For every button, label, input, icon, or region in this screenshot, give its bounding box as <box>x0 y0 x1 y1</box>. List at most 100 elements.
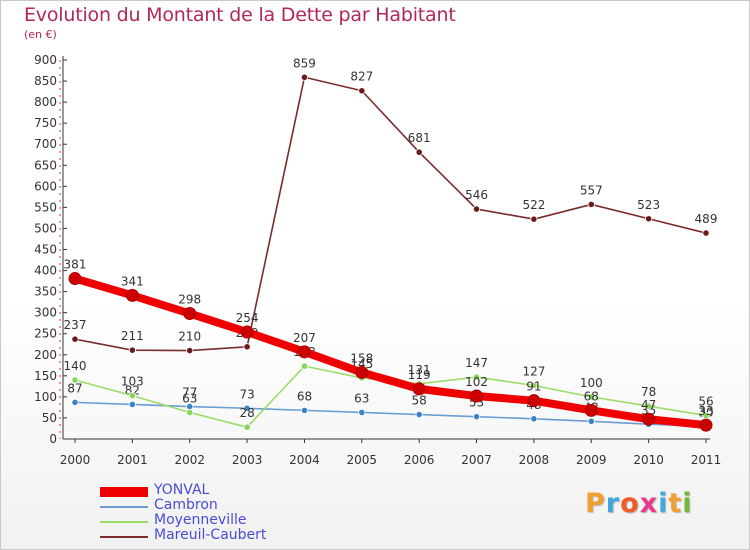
data-label-yonval-2011: 33 <box>698 404 713 418</box>
data-label-moyenneville-2007: 147 <box>465 356 488 370</box>
data-label-mareuil-caubert-2002: 210 <box>178 330 201 344</box>
data-label-mareuil-caubert-2010: 523 <box>637 198 660 212</box>
data-label-moyenneville-2011: 56 <box>698 394 713 408</box>
y-tick-label-0: 0 <box>49 432 57 446</box>
point-mareuil-caubert-2002 <box>186 346 194 355</box>
y-tick-label-200: 200 <box>34 348 57 362</box>
data-label-yonval-2001: 341 <box>121 274 144 288</box>
point-cambron-2004 <box>300 406 309 414</box>
data-label-mareuil-caubert-2009: 557 <box>580 183 603 197</box>
y-tick-label-500: 500 <box>34 221 57 235</box>
y-tick-label-50: 50 <box>42 411 57 425</box>
point-cambron-2008 <box>530 415 538 423</box>
data-label-yonval-2003: 254 <box>236 311 259 325</box>
x-tick-label-2007: 2007 <box>461 453 492 467</box>
data-label-cambron-2003: 73 <box>239 387 254 401</box>
point-yonval-2002 <box>183 307 197 321</box>
data-label-moyenneville-2006: 131 <box>408 363 431 377</box>
point-cambron-2006 <box>415 410 423 419</box>
point-mareuil-caubert-2006 <box>415 148 423 156</box>
point-mareuil-caubert-2003 <box>243 343 251 351</box>
point-moyenneville-2009 <box>587 393 595 401</box>
legend-item-cambron: Cambron <box>100 497 340 514</box>
logo-letter: t <box>668 488 683 519</box>
legend-swatch-mareuil-caubert <box>100 536 148 538</box>
point-moyenneville-2010 <box>645 402 653 410</box>
point-moyenneville-2000 <box>71 376 79 384</box>
x-tick-label-2001: 2001 <box>117 453 148 467</box>
legend-item-mareuil-caubert: Mareuil-Caubert <box>100 527 340 544</box>
x-tick-label-2004: 2004 <box>289 453 320 467</box>
y-tick-label-850: 850 <box>34 74 57 88</box>
x-tick-label-2002: 2002 <box>174 453 205 467</box>
data-label-yonval-2005: 158 <box>350 351 373 365</box>
x-tick-label-2011: 2011 <box>691 453 722 467</box>
proxiti-logo: Proxiti <box>585 488 693 519</box>
y-tick-label-750: 750 <box>34 116 57 130</box>
y-tick-label-400: 400 <box>34 264 57 278</box>
x-tick-label-2008: 2008 <box>519 453 550 467</box>
x-tick-label-2000: 2000 <box>60 453 91 467</box>
y-tick-label-650: 650 <box>34 158 57 172</box>
chart-subtitle: (en €) <box>24 28 57 41</box>
data-label-mareuil-caubert-2000: 237 <box>64 318 87 332</box>
logo-letter: P <box>585 488 606 519</box>
y-tick-label-550: 550 <box>34 200 57 214</box>
data-label-yonval-2002: 298 <box>178 293 201 307</box>
point-mareuil-caubert-2009 <box>587 200 595 209</box>
data-label-moyenneville-2000: 140 <box>64 359 87 373</box>
data-label-yonval-2010: 47 <box>641 398 656 412</box>
point-moyenneville-2007 <box>472 373 481 381</box>
y-tick-label-150: 150 <box>34 369 57 383</box>
point-yonval-2000 <box>68 272 82 286</box>
data-label-mareuil-caubert-2007: 546 <box>465 188 488 202</box>
logo-letter: o <box>620 488 640 519</box>
point-yonval-2008 <box>527 394 541 408</box>
point-cambron-2003 <box>243 404 251 412</box>
y-tick-label-900: 900 <box>34 53 57 67</box>
data-label-cambron-2006: 58 <box>412 394 427 408</box>
legend-swatch-moyenneville <box>100 521 148 523</box>
data-label-moyenneville-2002: 63 <box>182 391 197 405</box>
point-mareuil-caubert-2001 <box>128 346 136 354</box>
data-label-yonval-2008: 91 <box>526 380 541 394</box>
point-mareuil-caubert-2005 <box>358 87 366 95</box>
data-label-mareuil-caubert-2005: 827 <box>350 70 373 84</box>
data-label-cambron-2000: 87 <box>67 381 82 395</box>
point-yonval-2003 <box>240 325 254 339</box>
data-label-mareuil-caubert-2011: 489 <box>695 212 718 226</box>
point-mareuil-caubert-2008 <box>530 215 538 223</box>
point-yonval-2009 <box>584 403 598 417</box>
data-label-mareuil-caubert-2006: 681 <box>408 131 431 145</box>
point-yonval-2010 <box>642 412 656 426</box>
data-label-cambron-2005: 63 <box>354 391 369 405</box>
legend-label-mareuil-caubert: Mareuil-Caubert <box>154 527 267 543</box>
point-mareuil-caubert-2004 <box>300 73 309 81</box>
data-label-moyenneville-2001: 103 <box>121 375 144 389</box>
y-tick-label-300: 300 <box>34 306 57 320</box>
point-yonval-2011 <box>699 418 713 432</box>
point-moyenneville-2003 <box>243 423 251 431</box>
x-tick-label-2005: 2005 <box>347 453 378 467</box>
point-mareuil-caubert-2000 <box>71 335 79 343</box>
data-label-yonval-2004: 207 <box>293 331 316 345</box>
x-tick-label-2003: 2003 <box>232 453 263 467</box>
y-tick-label-800: 800 <box>34 95 57 109</box>
data-label-yonval-2007: 102 <box>465 375 488 389</box>
data-label-moyenneville-2008: 127 <box>522 365 545 379</box>
logo-letter: i <box>682 488 693 519</box>
series-line-moyenneville <box>74 365 707 429</box>
y-tick-label-600: 600 <box>34 179 57 193</box>
x-tick-label-2006: 2006 <box>404 453 435 467</box>
point-cambron-2005 <box>358 408 366 417</box>
logo-letter: i <box>658 488 669 519</box>
y-tick-label-250: 250 <box>34 327 57 341</box>
series-line-mareuil-caubert <box>74 76 707 352</box>
data-label-mareuil-caubert-2004: 859 <box>293 56 316 70</box>
data-label-moyenneville-2009: 100 <box>580 376 603 390</box>
point-cambron-2009 <box>587 417 595 425</box>
series-line-yonval <box>71 274 710 430</box>
legend-swatch-cambron <box>100 506 148 508</box>
